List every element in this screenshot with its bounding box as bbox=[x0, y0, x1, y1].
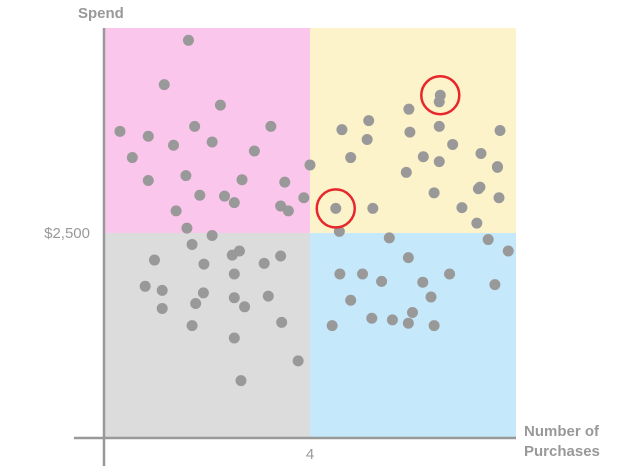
data-point bbox=[214, 99, 226, 111]
data-point bbox=[219, 190, 231, 202]
data-point bbox=[433, 120, 445, 132]
data-point bbox=[345, 152, 357, 164]
data-point bbox=[142, 130, 154, 142]
data-point bbox=[189, 120, 201, 132]
data-point bbox=[336, 124, 348, 136]
data-point bbox=[236, 174, 248, 186]
data-point bbox=[275, 250, 287, 262]
data-point bbox=[428, 187, 440, 199]
x-tick-label: 4 bbox=[306, 446, 314, 463]
data-point bbox=[402, 317, 414, 329]
data-point bbox=[186, 320, 198, 332]
data-point bbox=[235, 375, 247, 387]
data-point bbox=[491, 161, 503, 173]
x-axis-title-line: Number of bbox=[524, 423, 600, 440]
data-point bbox=[428, 320, 440, 332]
data-point bbox=[298, 192, 310, 204]
data-point bbox=[198, 258, 210, 270]
data-point bbox=[142, 175, 154, 187]
data-point bbox=[228, 292, 240, 304]
data-point bbox=[471, 217, 483, 229]
data-points bbox=[114, 34, 514, 387]
highlight-rings bbox=[315, 74, 461, 229]
data-point bbox=[190, 298, 202, 310]
highlight-ring bbox=[420, 74, 461, 116]
data-point bbox=[367, 202, 379, 214]
data-point bbox=[304, 159, 316, 171]
data-point bbox=[114, 125, 126, 137]
data-point bbox=[262, 290, 274, 302]
data-point bbox=[206, 136, 218, 148]
data-point bbox=[181, 222, 193, 234]
quadrant-bottom-right bbox=[310, 233, 516, 438]
data-point bbox=[447, 138, 459, 150]
data-point bbox=[186, 238, 198, 250]
data-point bbox=[334, 268, 346, 280]
data-point bbox=[148, 254, 160, 266]
data-point bbox=[417, 151, 429, 163]
highlight-ring bbox=[315, 188, 356, 229]
data-point bbox=[168, 139, 180, 151]
data-point bbox=[425, 291, 437, 303]
data-point bbox=[126, 152, 138, 164]
x-axis-title: Number of Purchases bbox=[524, 423, 600, 460]
data-point bbox=[361, 134, 373, 146]
data-point bbox=[403, 103, 415, 115]
data-point bbox=[474, 181, 486, 193]
data-point bbox=[376, 275, 388, 287]
data-point bbox=[357, 268, 369, 280]
data-point bbox=[383, 232, 395, 244]
data-point bbox=[494, 125, 506, 136]
data-point bbox=[404, 126, 416, 138]
data-point bbox=[276, 316, 288, 328]
data-point bbox=[406, 307, 418, 319]
highlighted-data-point bbox=[434, 89, 446, 101]
data-point bbox=[194, 189, 206, 201]
data-point bbox=[402, 252, 414, 264]
data-point bbox=[158, 79, 170, 91]
data-point bbox=[292, 355, 304, 367]
data-point bbox=[170, 205, 182, 217]
data-point bbox=[386, 314, 398, 326]
data-point bbox=[282, 205, 294, 217]
quadrant-top-left bbox=[104, 28, 310, 233]
data-point bbox=[366, 312, 378, 324]
data-point bbox=[493, 192, 505, 204]
data-point bbox=[265, 120, 277, 132]
x-axis-title-line: Purchases bbox=[524, 443, 600, 460]
data-point bbox=[363, 115, 375, 127]
data-point bbox=[239, 301, 251, 313]
data-point bbox=[180, 170, 192, 182]
data-point bbox=[489, 279, 501, 291]
y-axis-title: Spend bbox=[78, 5, 124, 22]
data-point bbox=[228, 197, 240, 209]
data-point bbox=[502, 245, 514, 257]
data-point bbox=[417, 276, 429, 288]
data-point bbox=[248, 145, 260, 157]
data-point bbox=[156, 284, 168, 296]
data-point bbox=[326, 320, 338, 332]
data-point bbox=[197, 287, 209, 299]
data-point bbox=[206, 229, 218, 241]
data-point bbox=[482, 234, 494, 246]
data-point bbox=[433, 156, 445, 168]
data-point bbox=[400, 166, 412, 178]
data-point bbox=[228, 268, 240, 280]
highlighted-data-point bbox=[330, 202, 342, 214]
data-point bbox=[475, 147, 487, 159]
data-point bbox=[233, 245, 245, 257]
data-point bbox=[182, 34, 194, 46]
y-tick-label: $2,500 bbox=[44, 225, 90, 242]
data-point bbox=[279, 176, 291, 188]
data-point bbox=[345, 294, 357, 306]
data-point bbox=[444, 268, 456, 280]
data-point bbox=[456, 202, 468, 214]
data-point bbox=[228, 332, 240, 344]
data-point bbox=[258, 257, 270, 269]
data-point bbox=[156, 302, 168, 314]
data-point bbox=[139, 280, 151, 292]
